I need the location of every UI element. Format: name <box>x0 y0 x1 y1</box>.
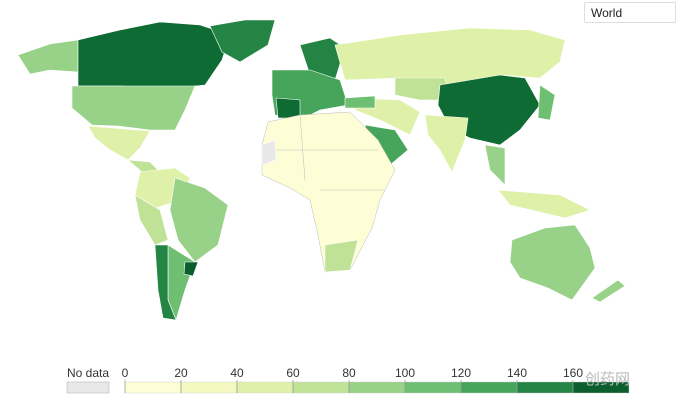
alaska <box>17 39 79 75</box>
legend-swatch <box>404 381 462 394</box>
japan <box>537 84 556 121</box>
legend-tick-label: 0 <box>122 366 129 380</box>
legend-tick-label: 100 <box>395 366 415 380</box>
spain <box>275 97 301 119</box>
legend-tick-label: 20 <box>174 366 188 380</box>
usa <box>71 85 196 131</box>
legend-tick-label: 40 <box>230 366 244 380</box>
canada <box>77 21 231 89</box>
legend-swatch <box>180 381 238 394</box>
legend-swatch <box>124 381 182 394</box>
legend-swatch <box>292 381 350 394</box>
russia <box>334 27 566 86</box>
no-data-area <box>261 139 277 166</box>
legend-tick-label: 140 <box>507 366 527 380</box>
south-africa <box>324 239 359 273</box>
border <box>299 114 306 181</box>
legend-swatch <box>348 381 406 394</box>
legend-tick-label: 60 <box>286 366 300 380</box>
legend-swatch <box>460 381 518 394</box>
legend-tick-label: 80 <box>342 366 356 380</box>
indonesia <box>497 189 591 219</box>
legend-swatch <box>516 381 574 394</box>
uruguay <box>183 261 199 277</box>
india <box>424 114 469 173</box>
australia <box>509 224 596 301</box>
greenland <box>209 19 276 63</box>
peru-bolivia <box>134 194 169 246</box>
watermark: 创药网 <box>585 371 630 388</box>
legend-swatch <box>236 381 294 394</box>
new-zealand <box>591 279 626 303</box>
chile <box>154 244 177 321</box>
no-data-swatch <box>66 381 110 394</box>
mexico <box>87 125 151 161</box>
region-selector[interactable]: World <box>584 2 676 23</box>
turkey <box>344 95 376 109</box>
no-data-label: No data <box>67 366 109 380</box>
brazil <box>169 177 229 263</box>
southeast-asia <box>484 144 506 186</box>
kazakhstan <box>394 77 451 101</box>
legend: 0 20 40 60 80 100 120 140 160 <box>122 366 630 394</box>
legend-tick-label: 160 <box>563 366 583 380</box>
legend-tick-label: 120 <box>451 366 471 380</box>
